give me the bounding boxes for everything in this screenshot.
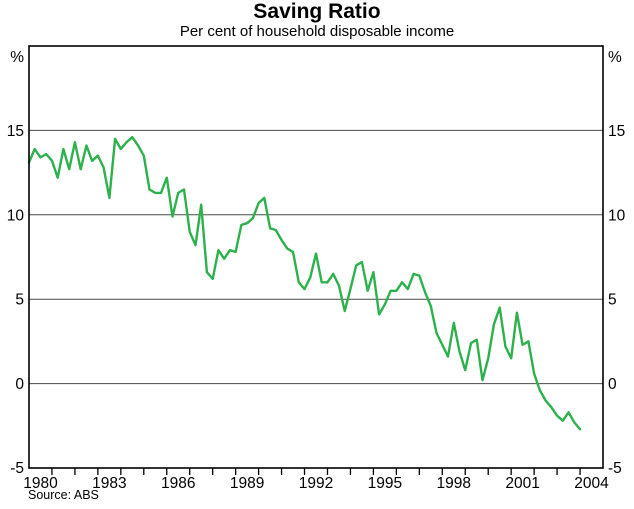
y-bottom-label-right: -5 (608, 460, 622, 477)
plot-frame (28, 45, 604, 469)
x-tick-label: 1992 (299, 475, 333, 492)
saving-ratio-line (27, 135, 582, 431)
page-title: Saving Ratio (253, 0, 381, 23)
y-tick-label-left: 15 (7, 123, 24, 140)
x-tick-label: 1986 (161, 475, 195, 492)
x-tick-label: 2001 (505, 475, 539, 492)
y-tick-label-right: 15 (608, 123, 625, 140)
x-tick-label: 1989 (230, 475, 264, 492)
x-tick-label: 2004 (574, 475, 609, 492)
y-unit-label-left: % (10, 49, 24, 66)
y-tick-label-left: 5 (15, 292, 24, 309)
source-note: Source: ABS (28, 488, 99, 502)
page-subtitle: Per cent of household disposable income (179, 23, 455, 40)
y-tick-label-left: 10 (7, 207, 25, 224)
x-tick-label: 1998 (437, 475, 471, 492)
x-tick-label: 1980 (23, 475, 58, 492)
x-tick-label: 1995 (368, 475, 402, 492)
y-bottom-label-left: -5 (10, 460, 24, 477)
y-tick-label-right: 10 (608, 207, 626, 224)
y-unit-label-right: % (608, 49, 622, 66)
y-tick-label-left: 0 (15, 376, 24, 393)
y-tick-label-right: 0 (608, 376, 617, 393)
y-tick-label-right: 5 (608, 292, 617, 309)
x-tick-label: 1983 (92, 475, 126, 492)
